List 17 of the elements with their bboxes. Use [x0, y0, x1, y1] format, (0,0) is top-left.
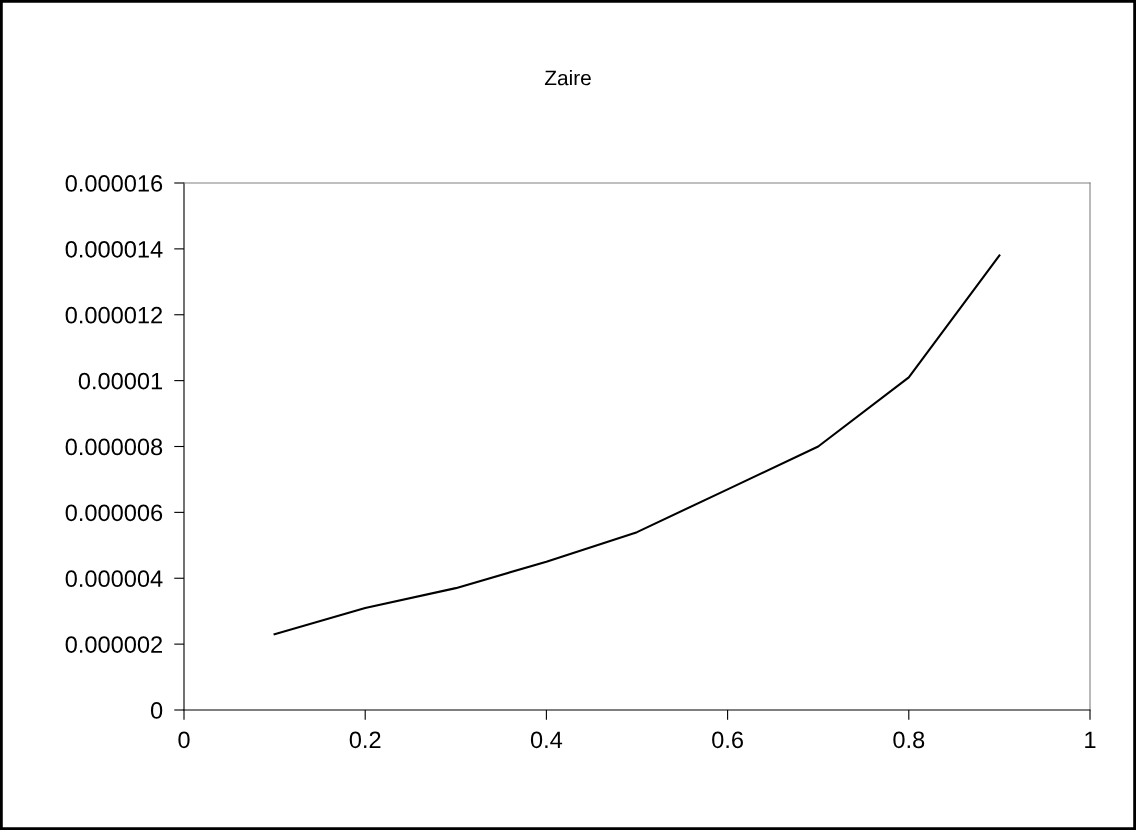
y-tick-label: 0.000006: [65, 504, 163, 522]
y-tick-label: 0.000008: [65, 438, 163, 456]
chart-title: Zaire: [544, 70, 591, 86]
y-tick-label: 0.000016: [65, 175, 163, 192]
y-tick-label: 0.00001: [78, 372, 163, 390]
x-tick-label: 0.6: [712, 731, 743, 749]
y-tick-label: 0: [150, 702, 163, 719]
x-tick-label: 1: [1085, 731, 1096, 748]
x-tick-label: 0: [178, 731, 190, 749]
x-tick-label: 0.4: [530, 731, 563, 749]
line-series: [273, 254, 1001, 636]
y-tick-label: 0.000014: [65, 240, 163, 258]
y-tick-label: 0.000002: [65, 636, 162, 653]
y-tick-label: 0.000004: [65, 570, 163, 588]
x-tick-label: 0.8: [893, 731, 925, 749]
x-tick-label: 0.2: [349, 731, 381, 749]
y-tick-label: 0.000012: [65, 306, 162, 324]
